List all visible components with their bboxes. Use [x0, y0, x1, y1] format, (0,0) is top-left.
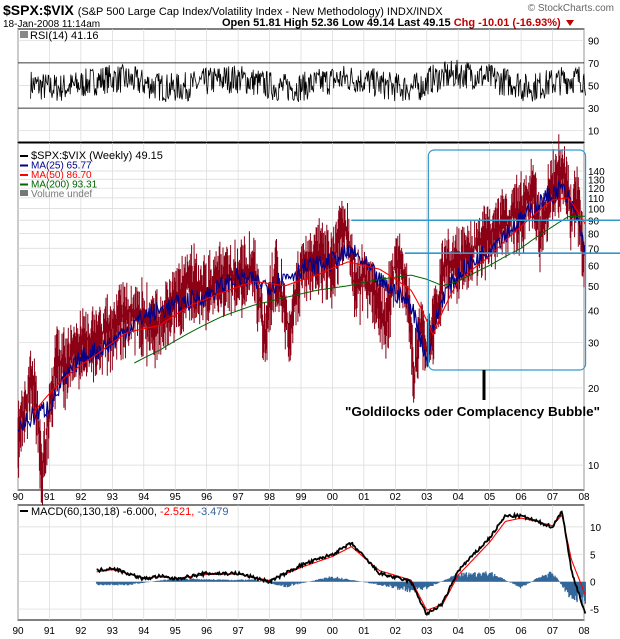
ma25-line [17, 179, 586, 433]
x-tick-label: 01 [358, 492, 370, 503]
annotation-label: "Goldilocks oder Complacency Bubble" [345, 404, 600, 419]
macd-signal-line [96, 514, 586, 611]
x-tick-label: 98 [264, 492, 276, 503]
price-tick-label: 100 [588, 205, 605, 216]
x-tick-label: 05 [484, 492, 496, 503]
x-tick-label: 99 [295, 626, 307, 637]
macd-legend-value: -3.479 [197, 506, 228, 518]
x-tick-label: 92 [75, 492, 87, 503]
rsi-tick-label: 10 [588, 127, 600, 138]
symbol: $SPX:$VIX [3, 2, 74, 18]
x-tick-label: 94 [138, 626, 150, 637]
chart-date: 18-Jan-2008 11:14am [3, 19, 101, 30]
x-tick-label: 08 [578, 626, 590, 637]
macd-line [96, 510, 587, 616]
macd-tick-label: -5 [590, 605, 599, 616]
x-tick-label: 00 [327, 626, 339, 637]
price-tick-label: 110 [588, 194, 604, 205]
macd-tick-label: 5 [590, 550, 596, 561]
x-tick-label: 08 [578, 492, 590, 503]
macd-legend-value: -2.521, [160, 506, 197, 518]
x-tick-label: 93 [107, 626, 119, 637]
x-tick-label: 95 [170, 626, 182, 637]
x-tick-label: 00 [327, 492, 339, 503]
x-tick-label: 96 [201, 626, 213, 637]
x-tick-label: 97 [233, 492, 245, 503]
price-tick-label: 70 [588, 244, 600, 255]
price-tick-label: 90 [588, 216, 600, 227]
price-legend-swatch [20, 190, 28, 196]
macd-histogram [95, 571, 586, 604]
price-tick-label: 10 [588, 461, 600, 472]
price-tick-label: 80 [588, 229, 600, 240]
rsi-tick-label: 90 [588, 36, 600, 47]
x-tick-label: 90 [12, 492, 24, 503]
price-tick-label: 20 [588, 384, 600, 395]
price-legend-label: Volume undef [31, 189, 92, 200]
x-tick-label: 03 [421, 626, 433, 637]
x-tick-label: 07 [547, 626, 559, 637]
price-legend-label: MA(50) 86.70 [31, 170, 92, 181]
brand-logo[interactable]: © StockCharts.com [527, 3, 614, 14]
price-tick-label: 50 [588, 282, 600, 293]
rsi-line [30, 59, 586, 103]
x-tick-label: 07 [547, 492, 559, 503]
rsi-tick-label: 50 [588, 82, 600, 93]
price-tick-label: 30 [588, 339, 600, 350]
macd-legend-label: MACD(60,130,18) -6.000, -2.521, -3.479 [31, 506, 229, 518]
rsi-legend-label: RSI(14) 41.16 [30, 30, 98, 42]
rsi-legend-swatch [20, 31, 28, 38]
x-tick-label: 06 [516, 626, 528, 637]
change-value: Chg -10.01 (-16.93%) [453, 17, 561, 29]
price-legend-label: MA(25) 65.77 [31, 161, 92, 172]
x-tick-label: 91 [44, 492, 56, 503]
subtitle: (S&P 500 Large Cap Index/Volatility Inde… [77, 6, 443, 18]
x-tick-label: 96 [201, 492, 213, 503]
x-tick-label: 97 [233, 626, 245, 637]
x-tick-label: 93 [107, 492, 119, 503]
x-tick-label: 02 [390, 492, 402, 503]
price-tick-label: 140 [588, 167, 605, 178]
price-legend-label: $SPX:$VIX (Weekly) 49.15 [31, 150, 163, 162]
macd-tick-label: 10 [590, 523, 602, 534]
x-tick-label: 90 [12, 626, 24, 637]
down-arrow-icon [565, 20, 574, 27]
x-tick-label: 91 [44, 626, 56, 637]
price-legend-label: MA(200) 93.31 [31, 180, 98, 191]
ma50-line [33, 197, 587, 414]
macd-legend-value: -6.000, [123, 506, 160, 518]
quote-summary: Open 51.81 High 52.36 Low 49.14 Last 49.… [222, 17, 574, 29]
rsi-tick-label: 30 [588, 104, 600, 115]
x-tick-label: 04 [453, 492, 465, 503]
macd-tick-label: 0 [590, 578, 596, 589]
macd-legend-value: MACD(60,130,18) [31, 506, 123, 518]
x-tick-label: 92 [75, 626, 87, 637]
x-tick-label: 02 [390, 626, 402, 637]
x-tick-label: 04 [453, 626, 465, 637]
x-tick-label: 03 [421, 492, 433, 503]
goldilocks-box [427, 149, 587, 371]
x-tick-label: 01 [358, 626, 370, 637]
x-tick-label: 94 [138, 492, 150, 503]
x-tick-label: 95 [170, 492, 182, 503]
x-tick-label: 05 [484, 626, 496, 637]
quote-values: Open 51.81 High 52.36 Low 49.14 Last 49.… [222, 17, 451, 29]
price-tick-label: 40 [588, 307, 600, 318]
price-tick-label: 120 [588, 184, 605, 195]
price-tick-label: 130 [588, 175, 605, 186]
x-tick-label: 99 [295, 492, 307, 503]
x-tick-label: 06 [516, 492, 528, 503]
price-tick-label: 60 [588, 261, 600, 272]
rsi-tick-label: 70 [588, 59, 600, 70]
chart-title: $SPX:$VIX (S&P 500 Large Cap Index/Volat… [3, 2, 443, 18]
x-tick-label: 98 [264, 626, 276, 637]
